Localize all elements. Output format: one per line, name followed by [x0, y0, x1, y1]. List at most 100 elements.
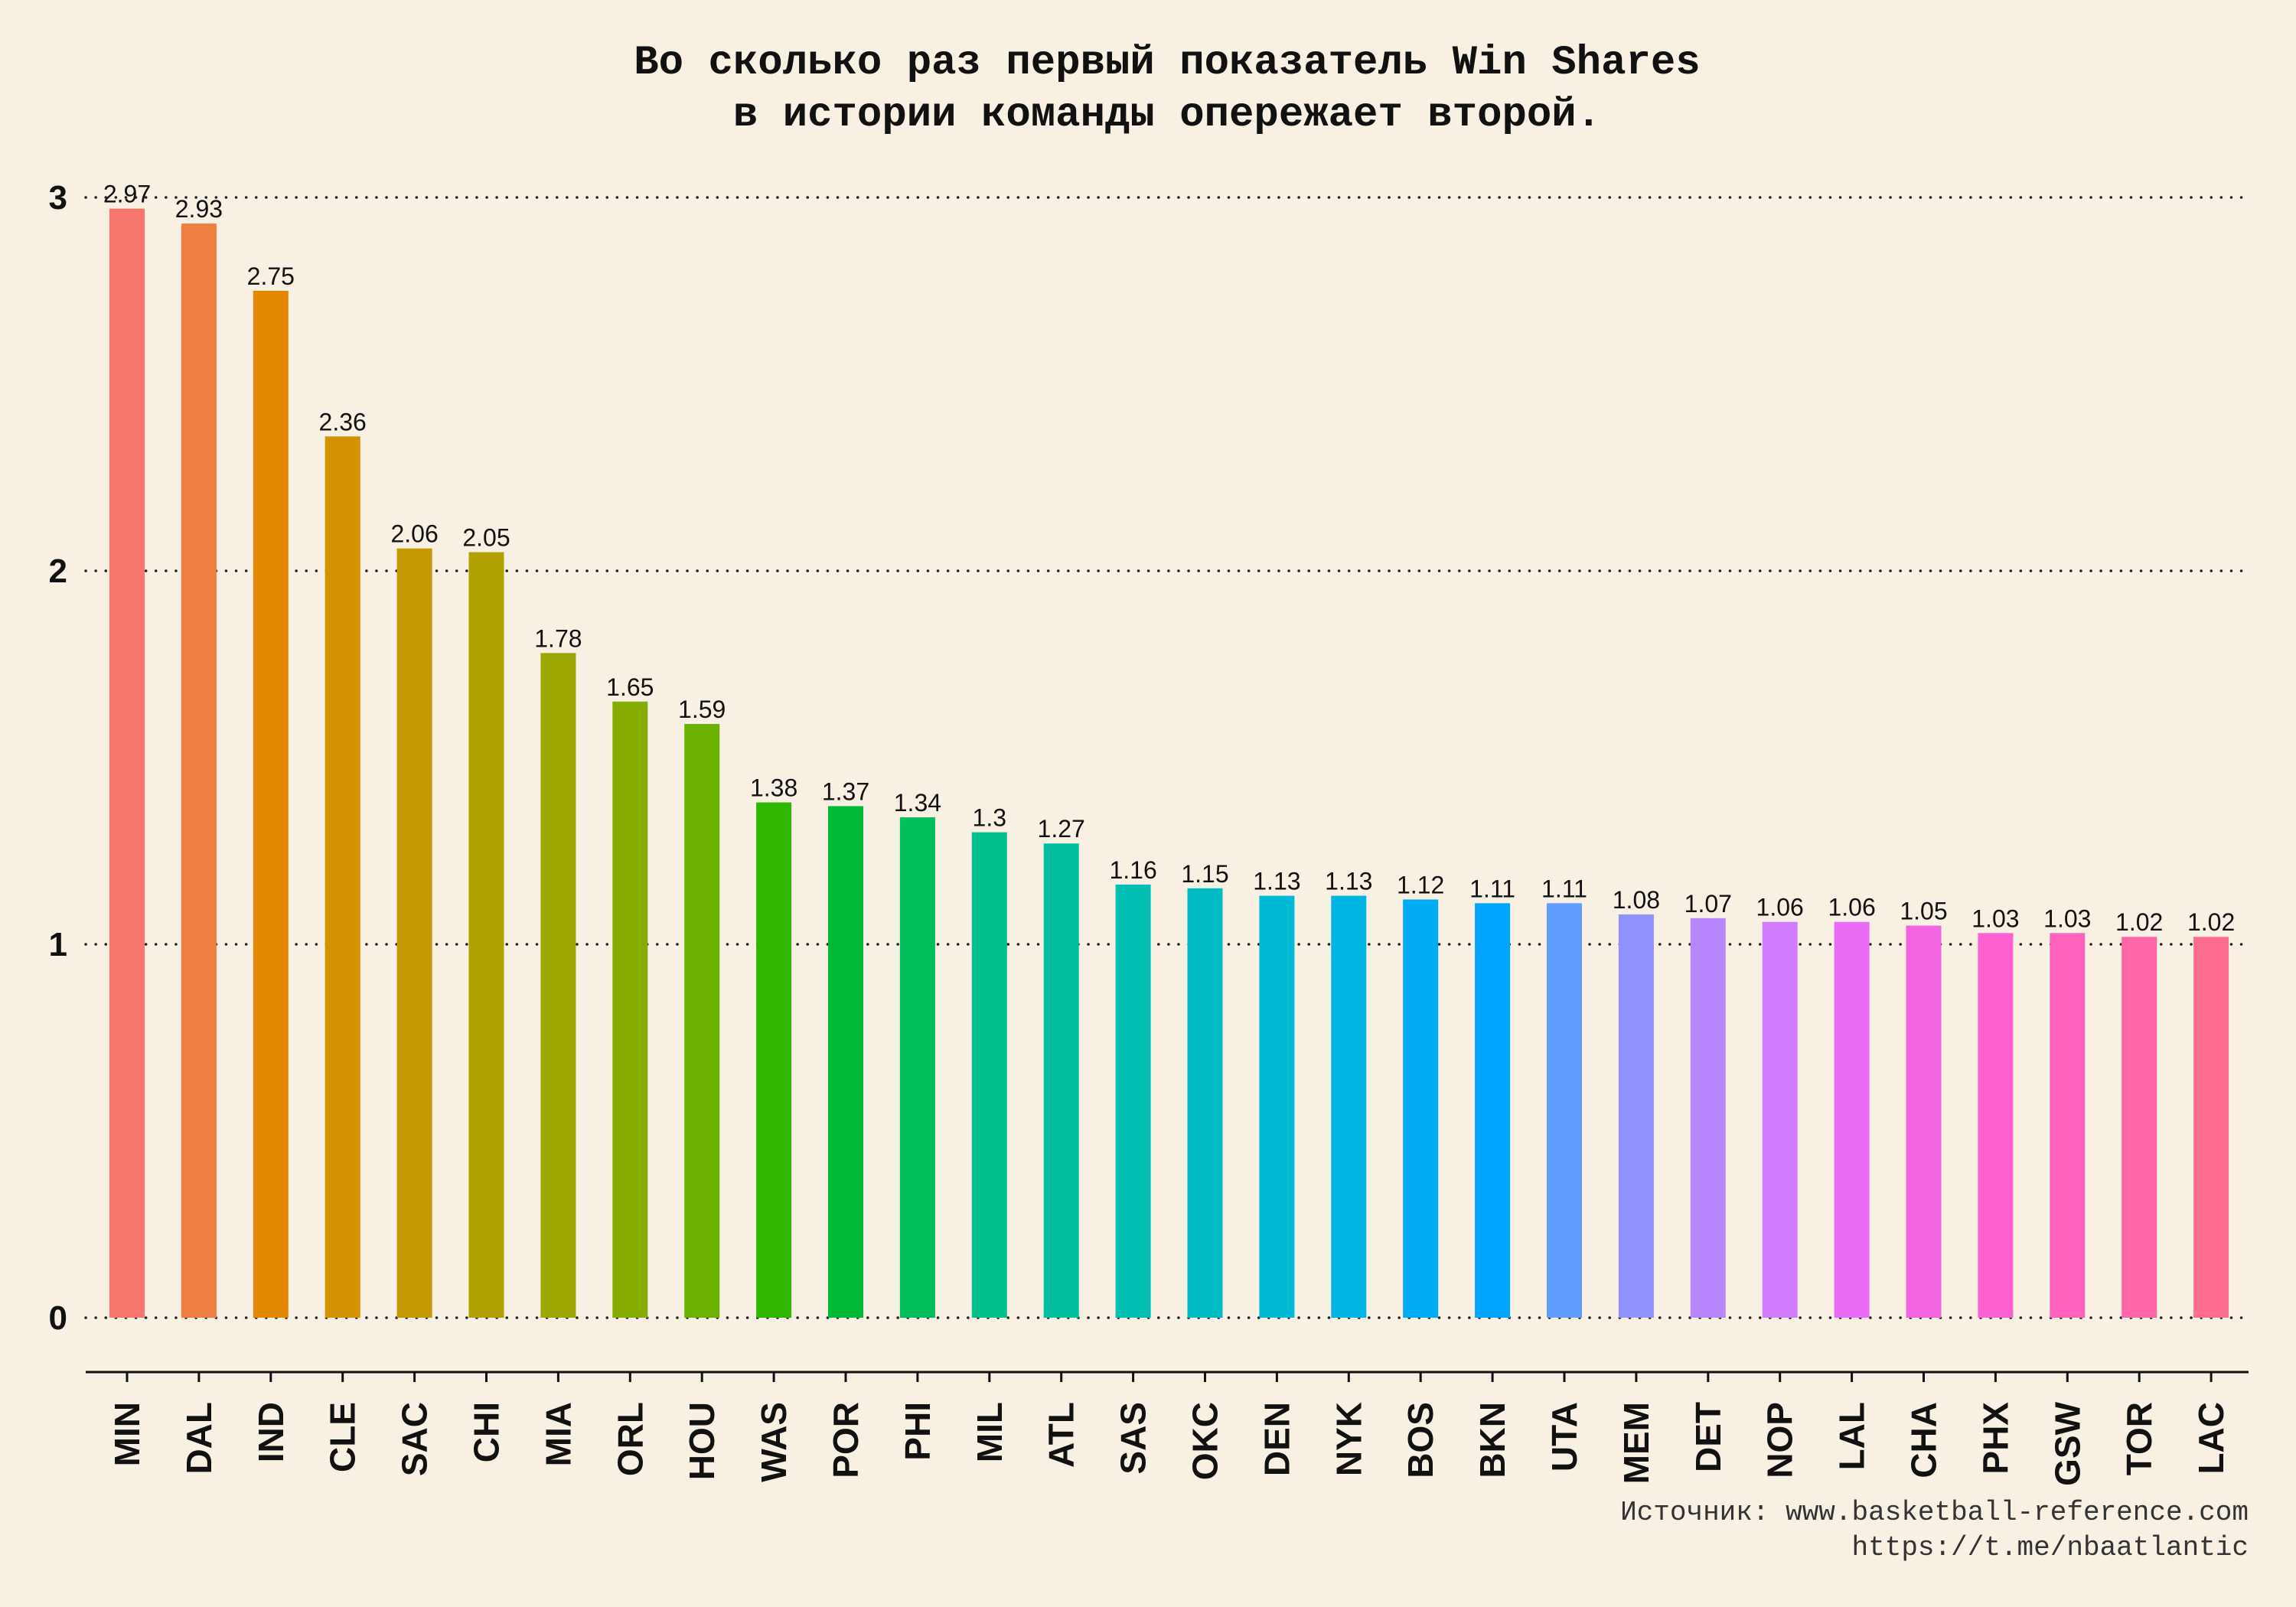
x-tick-label: HOU [682, 1402, 722, 1480]
channel-link[interactable]: https://t.me/nbaatlantic [1852, 1532, 2249, 1563]
data-label: 2.93 [175, 195, 223, 223]
data-label: 1.07 [1684, 890, 1732, 918]
data-label: 1.15 [1181, 860, 1228, 888]
x-tick-label: LAL [1832, 1402, 1872, 1470]
x-tick-label: NYK [1329, 1402, 1368, 1476]
bar[interactable] [1115, 884, 1151, 1318]
data-label: 2.36 [319, 408, 367, 435]
bar[interactable] [1762, 921, 1798, 1318]
x-axis-ticks: MIN DAL IND CLE SAC CHI MIA ORL HOU WAS POR PHI MIL A… [107, 1372, 2231, 1486]
bar[interactable] [612, 701, 648, 1318]
x-tick-label: GSW [2047, 1401, 2087, 1485]
bar[interactable] [1187, 888, 1223, 1318]
x-tick-label: DET [1688, 1402, 1728, 1472]
bar[interactable] [1690, 918, 1726, 1318]
bar[interactable] [253, 291, 289, 1318]
bar[interactable] [684, 724, 720, 1318]
bar[interactable] [1331, 895, 1367, 1318]
x-tick-label: ATL [1042, 1402, 1081, 1468]
x-tick-label: SAC [395, 1402, 435, 1476]
x-tick-label: IND [251, 1402, 291, 1462]
x-tick-label: CHI [467, 1402, 507, 1462]
data-label: 1.78 [534, 624, 582, 652]
data-label: 1.02 [2187, 908, 2235, 936]
data-label: 1.06 [1756, 894, 1804, 921]
data-label: 1.06 [1828, 894, 1875, 921]
data-label: 1.11 [1469, 875, 1515, 902]
data-labels: 2.97 2.93 2.75 2.36 2.06 2.05 1.78 1.65 1.59 1.38… [103, 181, 2235, 937]
bar[interactable] [1547, 903, 1582, 1318]
data-label: 1.13 [1325, 868, 1372, 895]
x-tick-label: LAC [2191, 1402, 2231, 1475]
source-caption: Источник: www.basketball-reference.com [1620, 1497, 2249, 1528]
x-tick-label: TOR [2119, 1402, 2159, 1475]
bar[interactable] [1906, 925, 1942, 1318]
y-tick-label: 1 [49, 926, 67, 963]
x-tick-label: DEN [1257, 1402, 1296, 1476]
data-label: 1.13 [1253, 868, 1300, 895]
x-tick-label: SAS [1114, 1402, 1153, 1475]
data-label: 1.11 [1541, 875, 1587, 902]
bar[interactable] [2193, 937, 2229, 1318]
bar[interactable] [971, 832, 1007, 1318]
bar[interactable] [396, 548, 432, 1318]
bar[interactable] [1978, 933, 2014, 1318]
bar[interactable] [468, 552, 504, 1318]
bar[interactable] [1403, 899, 1439, 1318]
x-tick-label: CHA [1904, 1402, 1944, 1478]
data-label: 1.03 [1971, 905, 2019, 932]
data-label: 1.27 [1038, 815, 1085, 843]
data-label: 1.16 [1109, 856, 1156, 884]
y-tick-label: 2 [49, 553, 67, 590]
x-tick-label: POR [826, 1402, 866, 1478]
bar[interactable] [899, 817, 935, 1318]
x-tick-label: NOP [1760, 1402, 1800, 1478]
data-label: 1.05 [1900, 898, 1947, 925]
bar[interactable] [756, 802, 792, 1318]
data-label: 2.05 [462, 524, 510, 552]
data-label: 2.06 [390, 520, 438, 548]
bar[interactable] [325, 436, 360, 1318]
chart-title-line-1: Во сколько раз первый показатель Win Sha… [634, 40, 1700, 86]
x-tick-label: UTA [1544, 1402, 1584, 1472]
x-tick-label: OKC [1186, 1402, 1225, 1480]
bar[interactable] [540, 653, 576, 1318]
bar[interactable] [828, 806, 863, 1318]
y-axis-ticks: 0 1 2 3 [49, 179, 67, 1337]
data-label: 2.75 [247, 262, 295, 290]
x-tick-label: CLE [323, 1402, 363, 1472]
bar[interactable] [109, 208, 145, 1318]
data-label: 1.65 [606, 673, 654, 701]
y-tick-label: 3 [49, 179, 67, 217]
bar[interactable] [2122, 937, 2157, 1318]
data-label: 1.02 [2115, 908, 2163, 936]
bar[interactable] [1259, 895, 1295, 1318]
x-tick-label: PHX [1975, 1402, 2015, 1475]
x-tick-label: PHI [898, 1402, 938, 1461]
x-tick-label: MIL [970, 1402, 1009, 1462]
bar[interactable] [181, 223, 217, 1318]
bar[interactable] [1618, 914, 1654, 1318]
x-tick-label: MEM [1616, 1402, 1656, 1484]
x-tick-label: MIN [107, 1402, 147, 1466]
x-tick-label: WAS [754, 1402, 794, 1482]
bar[interactable] [2050, 933, 2086, 1318]
y-tick-label: 0 [49, 1299, 67, 1337]
data-label: 1.3 [973, 804, 1006, 832]
data-label: 1.59 [678, 696, 726, 723]
bars [109, 208, 2229, 1318]
bar[interactable] [1475, 903, 1511, 1318]
data-label: 1.03 [2043, 905, 2091, 932]
x-tick-label: ORL [610, 1402, 650, 1476]
x-tick-label: BOS [1401, 1402, 1440, 1478]
data-label: 1.34 [894, 789, 941, 817]
x-tick-label: MIA [538, 1402, 578, 1466]
x-tick-label: DAL [179, 1402, 219, 1475]
data-label: 1.38 [750, 774, 797, 802]
data-label: 2.97 [103, 181, 151, 208]
bar[interactable] [1834, 921, 1870, 1318]
data-label: 1.37 [822, 777, 869, 805]
x-tick-label: BKN [1473, 1402, 1512, 1478]
bar[interactable] [1043, 843, 1079, 1318]
